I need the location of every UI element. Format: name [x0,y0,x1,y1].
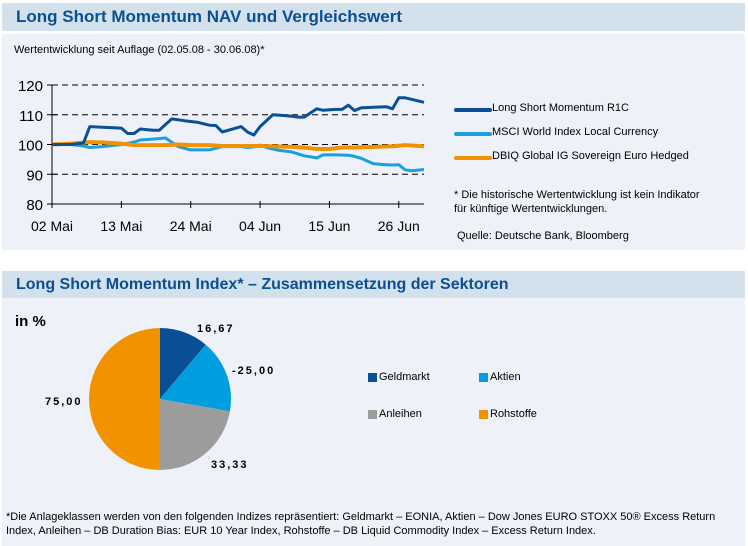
unit-label: in % [15,313,46,330]
disclaimer-line1: * Die historische Wertentwicklung ist ke… [454,189,700,201]
legend-label: Aktien [490,371,521,383]
sector-panel [2,298,745,546]
chart-subtitle: Wertentwicklung seit Auflage (02.05.08 -… [14,44,265,56]
legend-swatch [454,156,492,160]
nav-chart-panel [2,34,745,250]
legend-label: DBIQ Global IG Sovereign Euro Hedged [492,150,689,162]
legend-label: MSCI World Index Local Currency [492,126,659,138]
legend-swatch [479,410,488,419]
section-header-sectors: Long Short Momentum Index* – Zusammenset… [2,271,745,298]
legend-swatch [368,410,377,419]
legend-label: Geldmarkt [379,371,430,383]
section-header-nav: Long Short Momentum NAV und Vergleichswe… [2,3,745,31]
index-footnote: *Die Anlageklassen werden von den folgen… [6,511,716,537]
pie-label-aktien: -25,00 [232,365,276,377]
section-title: Long Short Momentum NAV und Vergleichswe… [16,7,402,26]
pie-label-geldmarkt: 16,67 [197,323,235,335]
legend-label: Rohstoffe [490,408,537,420]
disclaimer-line2: für künftige Wertentwicklungen. [454,203,608,215]
legend-swatch [454,108,492,112]
source-note: Quelle: Deutsche Bank, Bloomberg [457,230,629,242]
legend-swatch [479,373,488,382]
pie-label-anleihen: 33,33 [211,459,249,471]
section-title: Long Short Momentum Index* – Zusammenset… [16,276,509,293]
legend-label: Anleihen [379,408,422,420]
legend-swatch [454,132,492,136]
legend-swatch [368,373,377,382]
pie-label-rohstoffe: 75,00 [45,396,83,408]
legend-label: Long Short Momentum R1C [492,102,629,114]
